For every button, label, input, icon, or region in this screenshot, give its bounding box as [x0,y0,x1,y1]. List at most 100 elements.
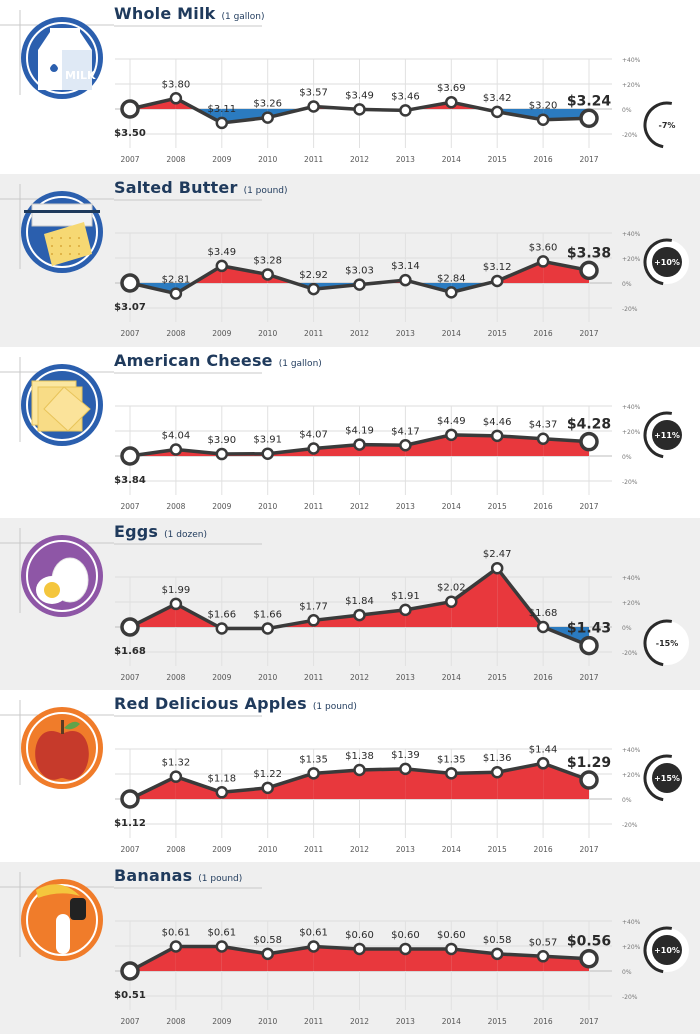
increase-area [451,568,498,627]
percent-change-badge: -15% [643,619,691,667]
y-tick-label: +40% [622,57,641,64]
x-tick-label: 2012 [350,329,369,338]
y-tick-label: -20% [622,132,638,139]
chart-title: Whole Milk [114,4,216,23]
increase-area [497,763,544,799]
x-tick-label: 2016 [534,673,553,682]
percent-change-label: -7% [659,121,676,130]
data-point [536,113,550,126]
value-label: $4.46 [483,417,512,428]
x-tick-label: 2012 [350,155,369,164]
chart-title-row: Whole Milk (1 gallon) [114,4,265,23]
chart-title-row: Red Delicious Apples (1 pound) [114,694,357,713]
x-tick-label: 2008 [166,845,185,854]
y-tick-label: 0% [622,969,632,976]
data-point [490,765,504,779]
butter-icon [21,191,103,273]
data-point [169,92,183,105]
increase-area [497,953,544,971]
x-tick-label: 2013 [396,502,415,511]
percent-change-badge: +11% [643,411,691,459]
x-tick-label: 2008 [166,502,185,511]
value-label: $1.18 [207,773,236,784]
x-tick-label: 2011 [304,329,323,338]
x-tick-label: 2011 [304,502,323,511]
data-point [353,103,366,116]
increase-area [175,946,222,971]
y-tick-label: +40% [622,404,641,411]
percent-change-label: +11% [654,431,680,440]
x-tick-label: 2013 [396,1017,415,1026]
value-label: $3.24 [567,93,612,109]
value-label: $0.51 [114,990,146,1001]
y-tick-label: +20% [622,429,641,436]
value-label: $3.14 [391,261,420,272]
x-tick-label: 2007 [120,673,139,682]
data-point [490,561,504,575]
chart-unit: (1 pound) [312,702,357,712]
data-point [445,942,458,956]
value-label: $1.12 [114,818,146,829]
line-chart: +40% +20% 0% -20% $3.07 2007 $2.81 2008 $3.49 200… [0,184,691,338]
value-label: $2.84 [437,273,466,284]
data-point [536,255,550,268]
data-point [307,940,320,953]
data-point [261,268,274,281]
percent-change-badge: +10% [643,238,691,286]
percent-change-badge: +15% [643,754,691,802]
chart-title-row: Bananas (1 pound) [114,866,242,885]
value-label: $1.32 [162,758,191,769]
increase-area [359,768,406,799]
x-tick-label: 2014 [442,155,461,164]
x-tick-label: 2010 [258,845,277,854]
data-point [536,432,550,445]
x-tick-label: 2013 [396,673,415,682]
data-point [445,95,458,109]
data-point [307,767,320,780]
value-label: $1.38 [345,751,374,762]
data-point [536,757,550,770]
x-tick-label: 2011 [304,1017,323,1026]
percent-change-label: +15% [654,774,680,783]
x-tick-label: 2014 [442,845,461,854]
increase-area [543,438,589,456]
y-tick-label: +40% [622,747,641,754]
x-tick-label: 2014 [442,329,461,338]
value-label: $4.19 [345,426,374,437]
x-tick-label: 2008 [166,155,185,164]
chart-panel: Bananas (1 pound) +40% +20% 0% -20% $0.51 2007 $… [0,862,700,1034]
x-tick-label: 2016 [534,1017,553,1026]
value-label: $1.29 [567,755,611,771]
value-label: $1.35 [437,754,466,765]
value-label: $3.84 [114,475,146,486]
data-point [536,950,550,963]
x-tick-label: 2008 [166,1017,185,1026]
chart-unit: (1 pound) [198,874,243,884]
x-tick-label: 2011 [304,845,323,854]
x-tick-label: 2012 [350,673,369,682]
increase-area [221,265,268,283]
x-tick-label: 2017 [579,502,598,511]
increase-area [451,948,498,971]
data-point [445,767,458,780]
x-tick-label: 2015 [488,845,507,854]
value-label: $3.69 [437,83,466,94]
percent-change-label: +10% [654,946,680,955]
data-point [445,286,458,299]
value-label: $0.57 [529,937,558,948]
increase-area [359,444,406,456]
data-point [579,770,599,790]
x-tick-label: 2012 [350,502,369,511]
data-point [579,431,599,452]
increase-area [405,434,452,456]
x-tick-label: 2009 [212,673,231,682]
x-tick-label: 2016 [534,155,553,164]
data-point [307,614,320,627]
cheese-slices-icon [21,364,103,446]
value-label: $3.91 [253,435,282,446]
value-label: $3.20 [529,101,558,112]
value-label: $3.60 [529,242,558,253]
data-point [445,428,458,442]
data-point [490,274,504,288]
y-tick-label: -20% [622,650,638,657]
